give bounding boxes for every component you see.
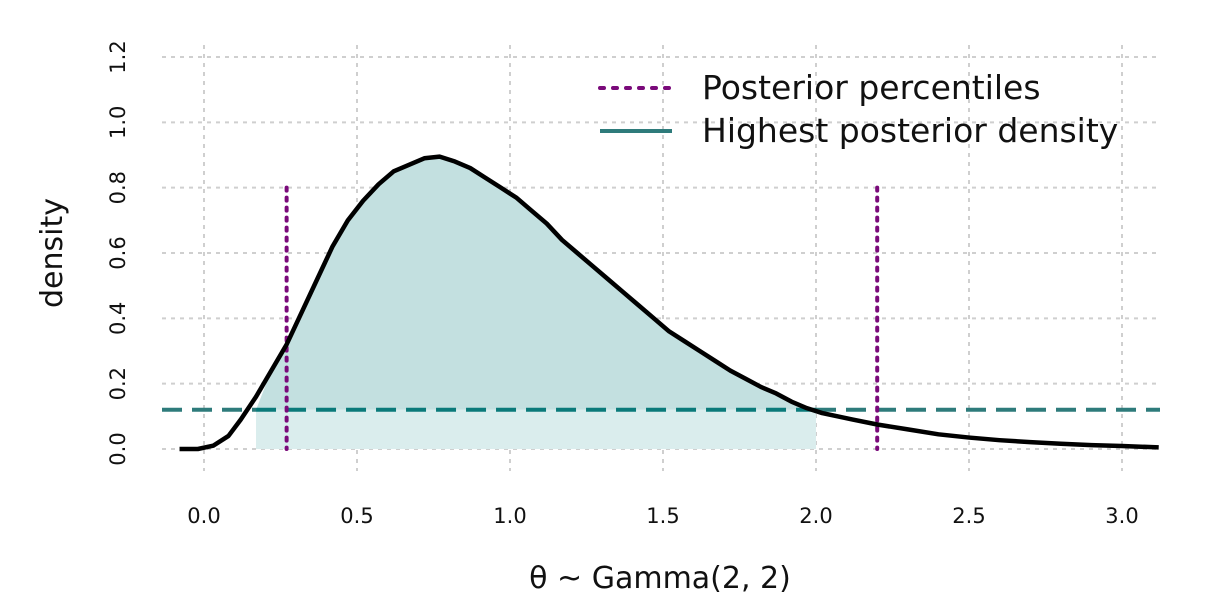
y-tick-label: 0.4 <box>106 302 130 335</box>
x-tick-label: 0.0 <box>187 504 220 528</box>
legend-hpd-label: Highest posterior density <box>702 111 1118 150</box>
y-tick-label: 0.6 <box>106 236 130 269</box>
y-tick-label: 0.2 <box>106 367 130 400</box>
x-tick-label: 3.0 <box>1105 504 1138 528</box>
legend-percentiles-label: Posterior percentiles <box>702 68 1041 107</box>
hpd-band <box>256 409 816 449</box>
y-tick-label: 0.8 <box>106 171 130 204</box>
x-tick-label: 1.0 <box>493 504 526 528</box>
hpd-area <box>256 156 816 410</box>
x-tick-label: 1.5 <box>646 504 679 528</box>
density-curve <box>179 154 1159 452</box>
x-tick-label: 2.5 <box>952 504 985 528</box>
x-tick-label: 0.5 <box>340 504 373 528</box>
reference-lines <box>162 185 1160 451</box>
x-axis-title: θ ~ Gamma(2, 2) <box>529 561 791 596</box>
y-tick-label: 0.0 <box>106 432 130 465</box>
density-curve-group <box>179 154 1159 452</box>
x-tick-label: 2.0 <box>799 504 832 528</box>
x-axis-ticks: 0.0 0.5 1.0 1.5 2.0 2.5 3.0 <box>187 504 1138 528</box>
legend: Posterior percentiles Highest posterior … <box>598 68 1118 150</box>
y-axis-ticks: 0.0 0.2 0.4 0.6 0.8 1.0 1.2 <box>106 40 130 465</box>
y-tick-label: 1.0 <box>106 106 130 139</box>
y-tick-label: 1.2 <box>106 40 130 73</box>
hpd-region <box>256 156 816 449</box>
y-axis-title: density <box>35 198 70 308</box>
